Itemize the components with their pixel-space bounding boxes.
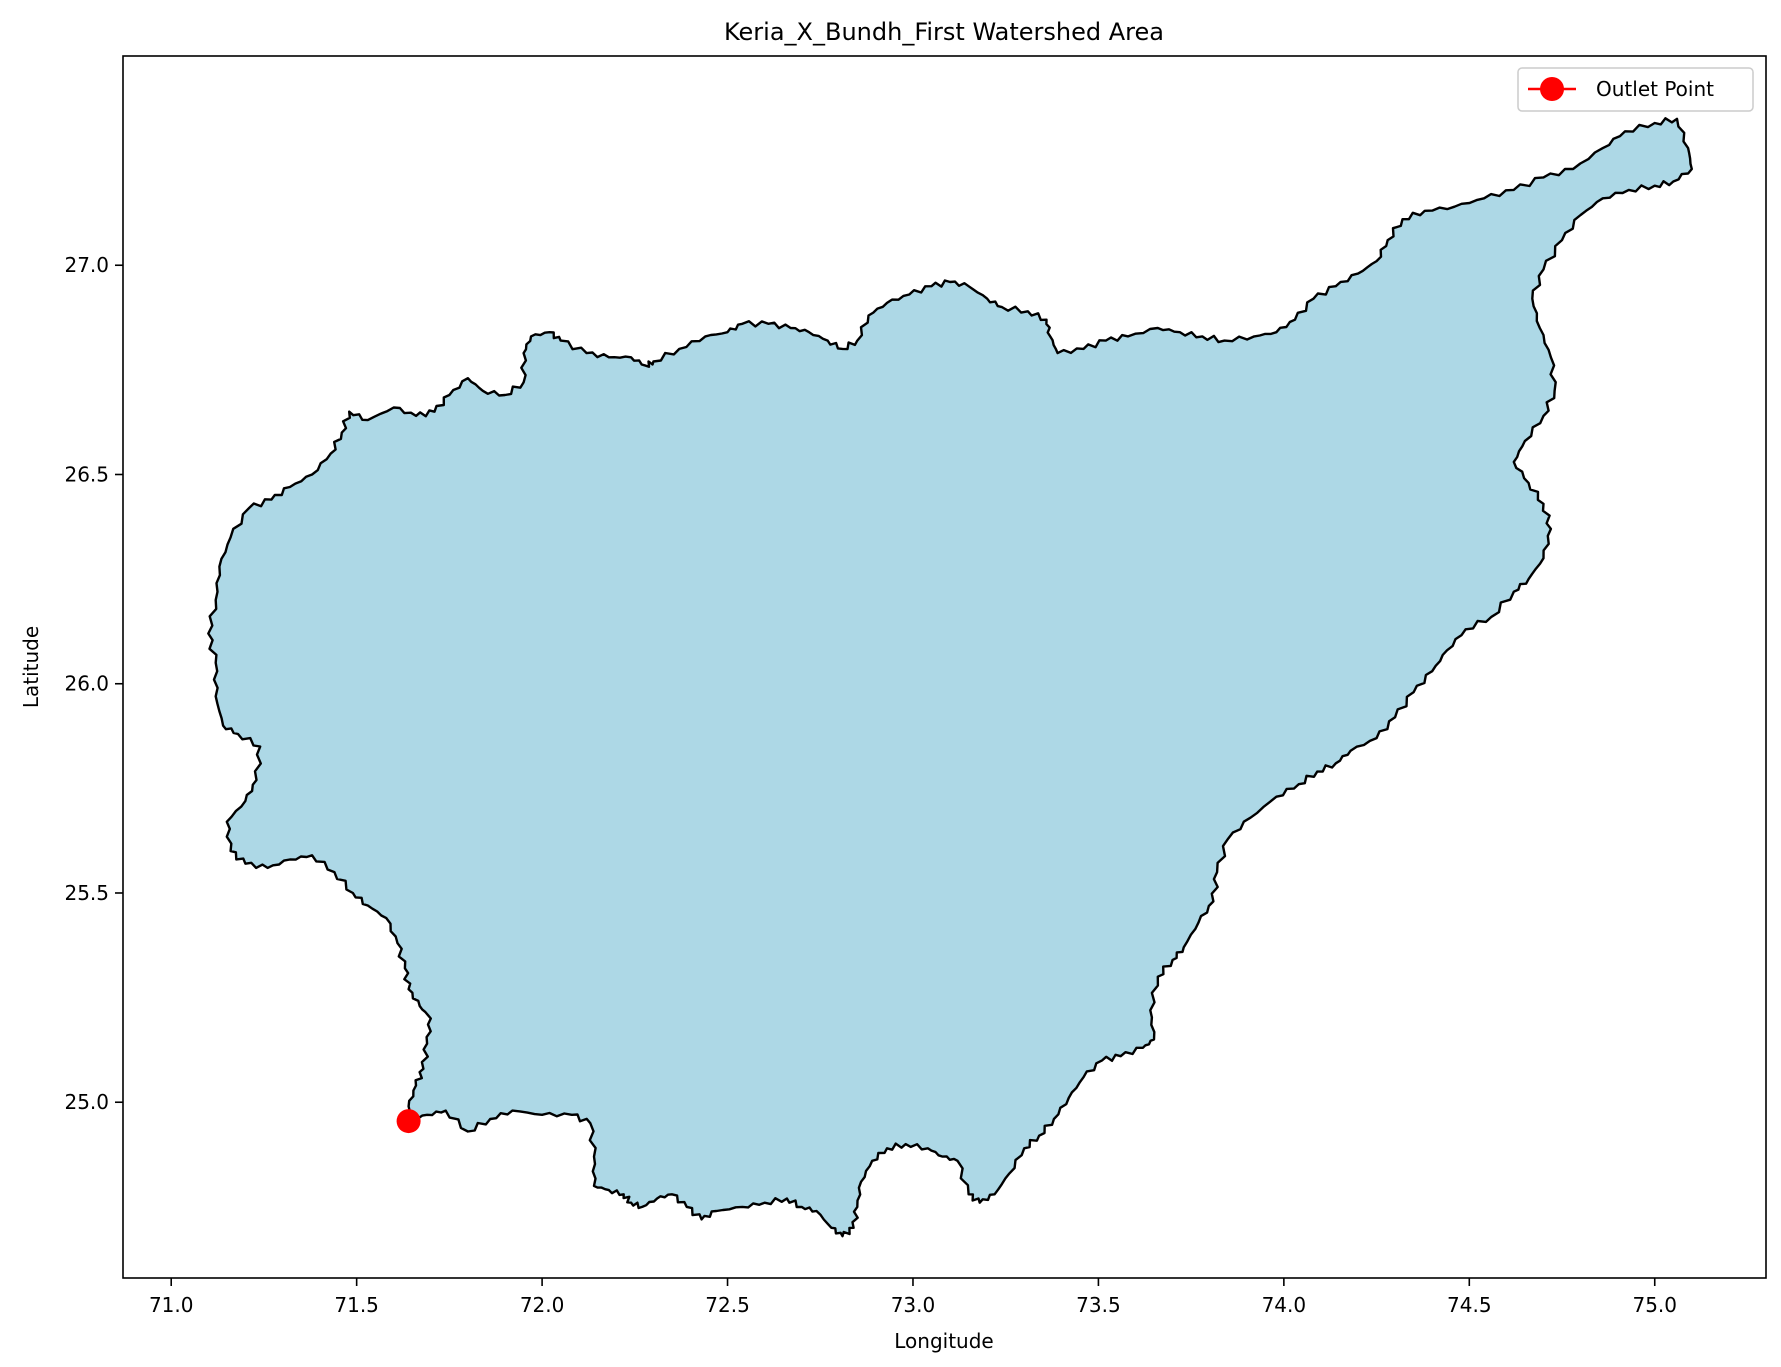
legend: Outlet Point (1517, 67, 1754, 112)
x-tick-label: 73.5 (1076, 1293, 1121, 1317)
plot-title: Keria_X_Bundh_First Watershed Area (724, 18, 1164, 46)
x-tick-label: 75.0 (1632, 1293, 1677, 1317)
legend-label-outlet-point: Outlet Point (1596, 77, 1714, 101)
outlet-point-marker[interactable] (396, 1109, 421, 1134)
y-tick-label: 25.0 (64, 1090, 109, 1114)
x-tick-label: 71.5 (334, 1293, 379, 1317)
x-axis-ticks: 71.0 71.5 72.0 72.5 73.0 73.5 74.0 74.5 75.0 (149, 1278, 1677, 1317)
x-tick-label: 73.0 (891, 1293, 936, 1317)
x-axis-label: Longitude (894, 1329, 993, 1353)
x-tick-label: 72.5 (705, 1293, 750, 1317)
y-tick-label: 26.5 (64, 462, 109, 486)
watershed-area (207, 117, 1693, 1238)
y-tick-label: 26.0 (64, 672, 109, 696)
x-tick-label: 72.0 (520, 1293, 565, 1317)
legend-marker-icon (1540, 77, 1564, 101)
y-tick-label: 25.5 (64, 881, 109, 905)
x-tick-label: 71.0 (149, 1293, 194, 1317)
y-axis-ticks: 25.0 25.5 26.0 26.5 27.0 (64, 253, 123, 1114)
axes-frame (122, 55, 1767, 1279)
x-tick-label: 74.5 (1447, 1293, 1492, 1317)
y-axis-label: Latitude (19, 626, 43, 708)
x-tick-label: 74.0 (1262, 1293, 1307, 1317)
legend-box (1517, 67, 1754, 112)
y-tick-label: 27.0 (64, 253, 109, 277)
